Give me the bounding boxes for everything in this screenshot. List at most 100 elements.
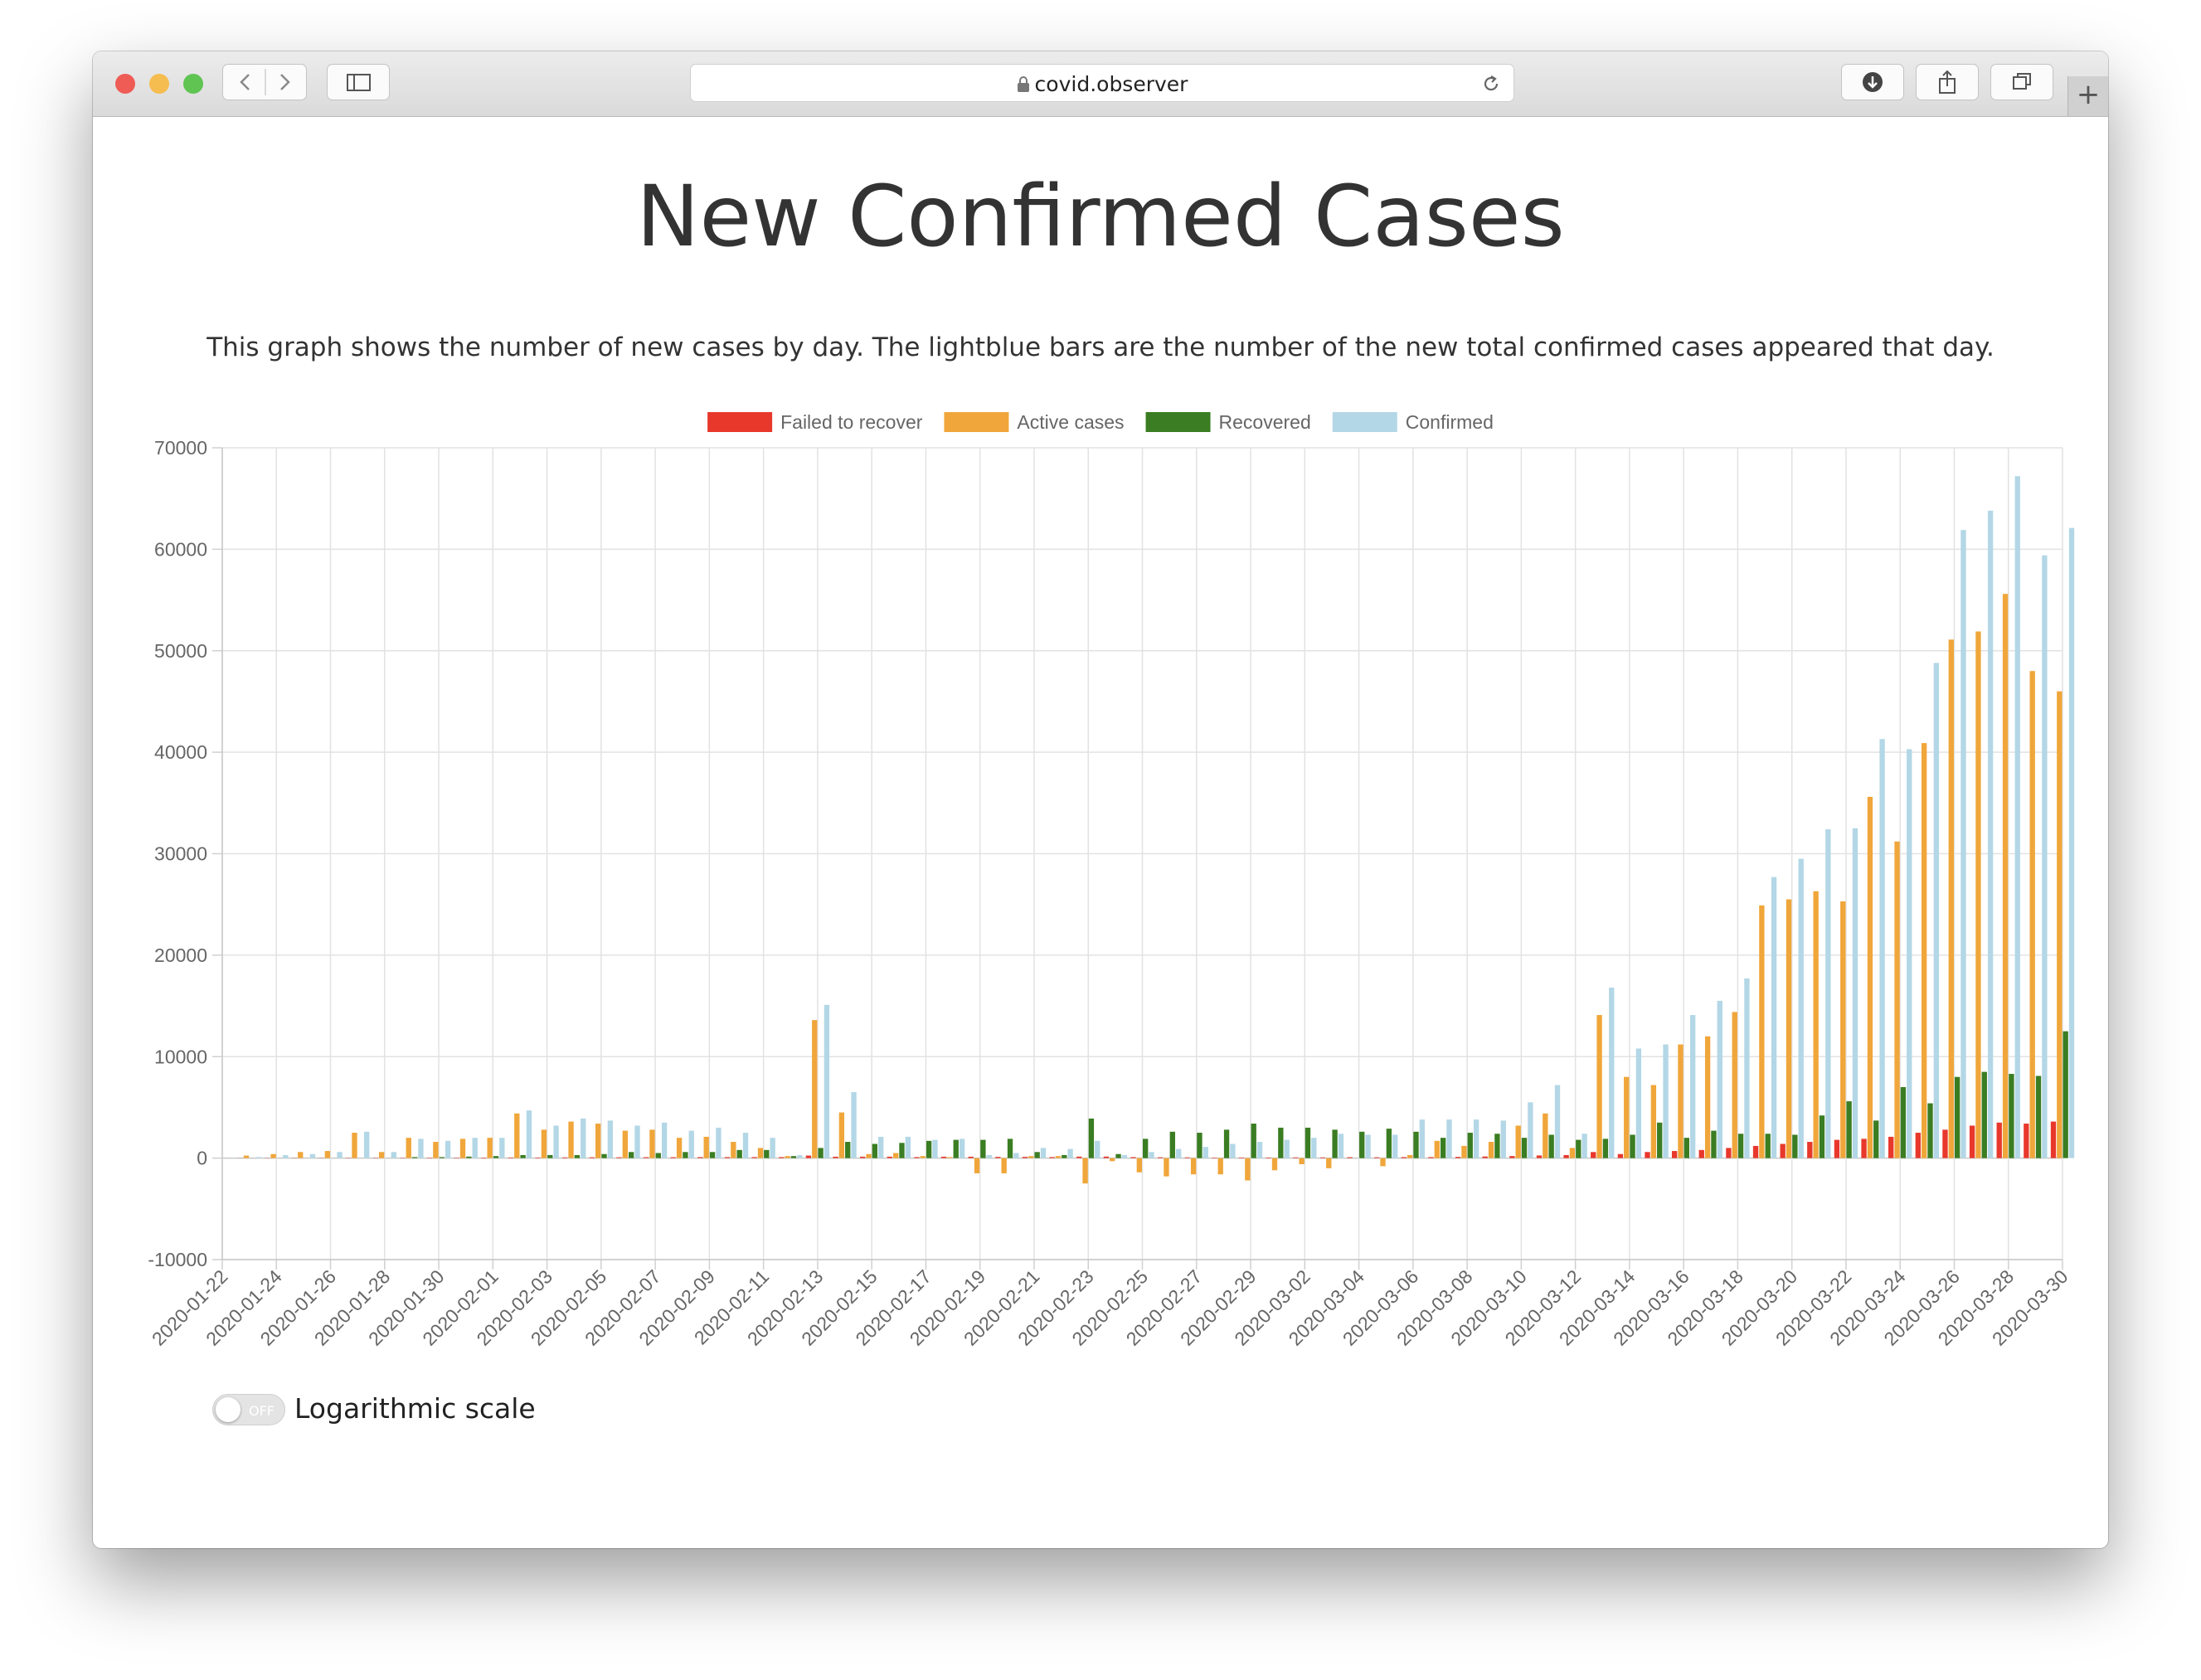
legend-label: Recovered	[1219, 411, 1311, 433]
bar-active-cases	[298, 1152, 304, 1158]
bar-confirmed	[1149, 1152, 1154, 1158]
sidebar-button[interactable]	[327, 64, 390, 100]
bar-failed-to-recover	[1752, 1145, 1759, 1158]
bar-recovered	[1143, 1139, 1149, 1158]
bar-recovered	[1034, 1152, 1040, 1158]
zoom-window-button[interactable]	[183, 74, 203, 94]
bar-recovered	[1521, 1138, 1528, 1158]
bar-active-cases	[1028, 1156, 1034, 1158]
tabs-button[interactable]	[1990, 64, 2053, 100]
bar-recovered	[818, 1148, 824, 1158]
bar-confirmed	[1825, 829, 1831, 1158]
bar-active-cases	[1271, 1158, 1278, 1171]
bar-failed-to-recover	[1076, 1156, 1082, 1158]
back-icon[interactable]	[240, 74, 250, 90]
bar-recovered	[1223, 1129, 1230, 1158]
bar-active-cases	[568, 1121, 574, 1158]
bar-failed-to-recover	[995, 1157, 1001, 1158]
bar-confirmed	[1365, 1134, 1371, 1158]
bar-active-cases	[1840, 901, 1846, 1158]
bar-active-cases	[1110, 1158, 1115, 1162]
bar-recovered	[1169, 1131, 1175, 1158]
bar-active-cases	[541, 1129, 547, 1158]
bar-active-cases	[487, 1138, 493, 1158]
bar-recovered	[1088, 1118, 1095, 1158]
bar-failed-to-recover	[833, 1156, 838, 1158]
bar-confirmed	[1907, 749, 1912, 1158]
bar-active-cases	[352, 1133, 357, 1158]
bar-recovered	[411, 1157, 418, 1158]
bar-confirmed	[742, 1133, 749, 1158]
bar-confirmed	[1040, 1148, 1047, 1158]
bar-active-cases	[1055, 1156, 1062, 1158]
bar-confirmed	[1473, 1119, 1479, 1158]
bar-recovered	[1737, 1134, 1744, 1158]
download-button[interactable]	[1841, 64, 1904, 100]
bar-recovered	[2009, 1074, 2014, 1158]
legend-label: Failed to recover	[780, 411, 923, 433]
bar-recovered	[1251, 1124, 1256, 1158]
y-tick-label: 30000	[154, 843, 207, 865]
bar-failed-to-recover	[1130, 1157, 1136, 1158]
bar-active-cases	[406, 1138, 411, 1158]
bar-active-cases	[703, 1136, 709, 1158]
bar-active-cases	[892, 1153, 899, 1158]
tabs-icon	[2013, 73, 2031, 90]
bar-failed-to-recover	[968, 1156, 974, 1158]
bar-active-cases	[514, 1113, 520, 1158]
y-tick-label: 60000	[154, 538, 207, 560]
bar-confirmed	[2042, 555, 2048, 1158]
new-cases-chart: 70000 60000 50000 40000 30000 20000 10000 0 -100…	[148, 411, 2075, 1350]
bar-recovered	[466, 1156, 472, 1158]
bar-confirmed	[797, 1154, 803, 1158]
bar-recovered	[980, 1139, 986, 1158]
bar-recovered	[1846, 1101, 1852, 1158]
bar-active-cases	[1786, 899, 1792, 1158]
legend-label: Confirmed	[1406, 411, 1494, 433]
share-button[interactable]	[1916, 64, 1979, 100]
bar-confirmed	[1392, 1134, 1398, 1158]
minimize-window-button[interactable]	[149, 74, 169, 94]
bar-active-cases	[1380, 1158, 1386, 1167]
bar-recovered	[1062, 1154, 1067, 1158]
bar-failed-to-recover	[1861, 1139, 1867, 1158]
bar-confirmed	[824, 1004, 830, 1158]
bar-failed-to-recover	[1915, 1133, 1921, 1158]
bar-active-cases	[1543, 1113, 1548, 1158]
bar-failed-to-recover	[1942, 1129, 1948, 1158]
bar-recovered	[1765, 1134, 1771, 1158]
y-tick-label: 0	[197, 1148, 207, 1169]
bar-failed-to-recover	[751, 1157, 757, 1158]
bar-recovered	[1900, 1086, 1907, 1158]
bar-failed-to-recover	[1807, 1142, 1813, 1158]
bar-confirmed	[1663, 1044, 1669, 1158]
log-scale-toggle[interactable]: OFF	[212, 1394, 285, 1425]
bar-confirmed	[1230, 1143, 1236, 1158]
new-tab-button[interactable]: +	[2067, 76, 2108, 116]
y-tick-label: 40000	[154, 741, 207, 763]
bar-recovered	[1819, 1115, 1825, 1158]
forward-icon[interactable]	[280, 74, 290, 90]
bar-recovered	[926, 1140, 932, 1158]
reload-icon[interactable]	[1480, 73, 1502, 95]
bar-confirmed	[581, 1118, 586, 1158]
bar-recovered	[1927, 1103, 1933, 1158]
page-title: New Confirmed Cases	[636, 168, 1565, 266]
bar-active-cases	[947, 1157, 953, 1158]
bar-confirmed	[1933, 663, 1940, 1158]
bar-recovered	[709, 1152, 716, 1158]
close-window-button[interactable]	[115, 74, 135, 94]
bar-active-cases	[1001, 1158, 1007, 1173]
bar-confirmed	[1446, 1119, 1452, 1158]
y-tick-label: -10000	[148, 1249, 207, 1270]
bar-confirmed	[1879, 739, 1885, 1158]
bar-confirmed	[634, 1125, 640, 1158]
browser-window: covid.observer	[93, 51, 2108, 1548]
bar-active-cases	[1407, 1154, 1413, 1158]
address-bar[interactable]: covid.observer	[690, 64, 1514, 102]
bar-confirmed	[1717, 1000, 1722, 1158]
bar-active-cases	[1461, 1145, 1467, 1158]
bar-confirmed	[1067, 1148, 1073, 1158]
browser-toolbar: covid.observer	[93, 51, 2108, 117]
bar-active-cases	[1434, 1140, 1440, 1158]
